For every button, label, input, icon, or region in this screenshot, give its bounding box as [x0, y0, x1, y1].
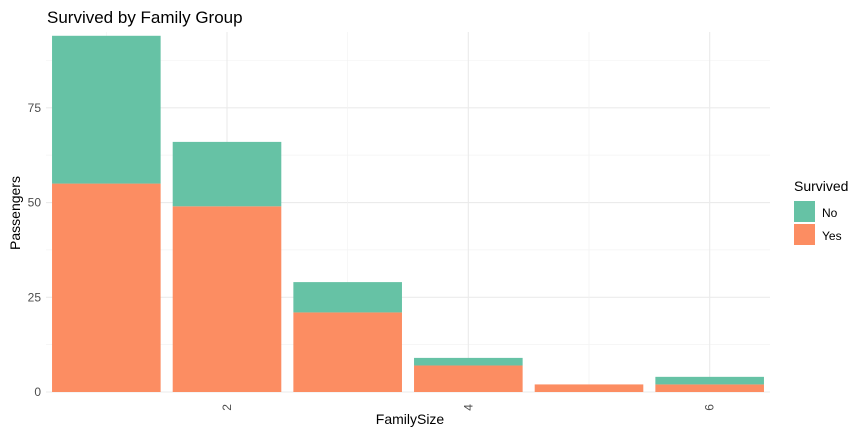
y-tick-label: 50 [28, 196, 42, 210]
legend-title: Survived [794, 178, 848, 194]
y-tick-label: 0 [34, 385, 41, 399]
bar-no-6 [655, 376, 764, 385]
y-axis-ticks: 0 25 50 75 [28, 101, 42, 399]
legend-items: No Yes [794, 201, 842, 245]
y-tick-label: 75 [28, 101, 42, 115]
x-tick-label: 2 [220, 404, 234, 411]
grid [46, 32, 770, 393]
legend-key-yes [794, 224, 815, 245]
bar-yes-6 [655, 384, 764, 392]
chart-title: Survived by Family Group [47, 8, 243, 27]
legend-key-no [794, 201, 815, 222]
bar-yes-3 [293, 312, 402, 392]
bar-no-1 [52, 35, 161, 184]
x-axis-label: FamilySize [376, 411, 445, 427]
bar-yes-2 [172, 206, 282, 392]
bar-yes-4 [414, 365, 523, 392]
legend-label-yes: Yes [822, 229, 842, 243]
y-tick-label: 25 [28, 290, 42, 304]
legend: Survived No Yes [794, 178, 848, 245]
bar-no-3 [293, 282, 402, 313]
bar-yes-5 [534, 384, 644, 392]
bar-no-4 [414, 357, 523, 366]
y-axis-label: Passengers [7, 176, 23, 250]
x-axis-ticks: 2 4 6 [220, 404, 717, 411]
bars [52, 35, 764, 392]
x-tick-label: 6 [703, 404, 717, 411]
x-tick-label: 4 [461, 404, 475, 411]
bar-yes-1 [52, 183, 161, 392]
bar-no-2 [172, 141, 282, 207]
legend-label-no: No [822, 206, 838, 220]
